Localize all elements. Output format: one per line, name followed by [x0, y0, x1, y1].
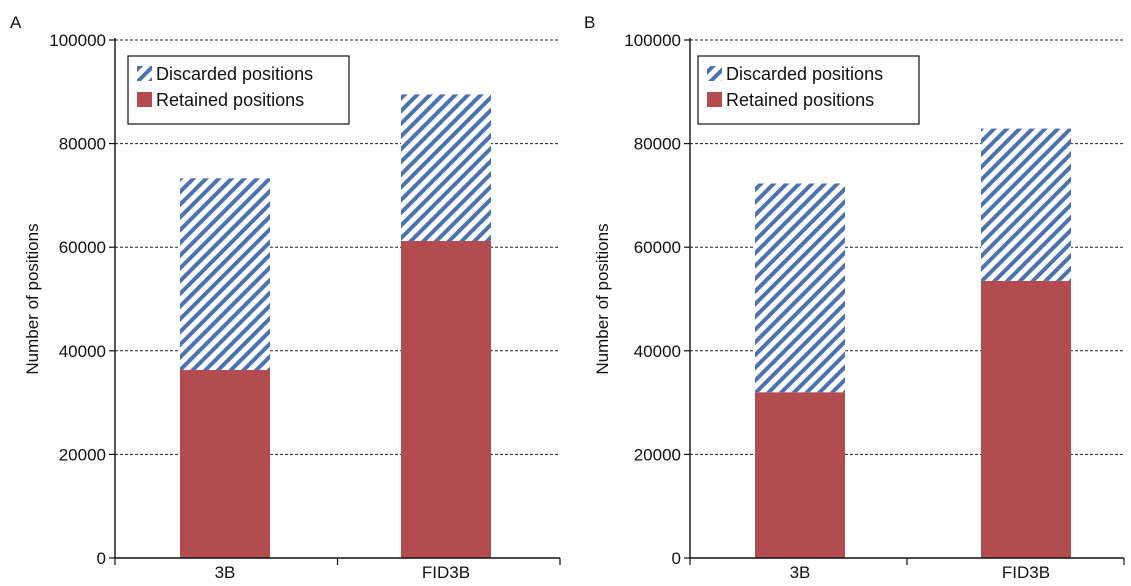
legend-swatch-retained [137, 92, 152, 107]
y-tick-label: 0 [97, 549, 106, 568]
y-tick-label: 80000 [634, 135, 681, 154]
y-tick-label: 60000 [634, 238, 681, 257]
bar-discarded-fid3b [401, 94, 491, 241]
x-tick-label: FID3B [422, 563, 470, 581]
legend-label: Retained positions [156, 90, 304, 110]
y-tick-label: 60000 [59, 238, 106, 257]
bar-retained-fid3b [401, 240, 491, 558]
legend-box [127, 55, 350, 125]
panel-a: A 0 20000 40000 60000 80000 100000 3B FID3B Numbe… [10, 13, 561, 582]
y-tick-label: 40000 [59, 342, 106, 361]
legend-box [697, 55, 920, 125]
bar-retained-fid3b [981, 280, 1071, 558]
y-tick-label: 0 [672, 549, 681, 568]
bar-retained-3b [755, 392, 845, 558]
legend-swatch-retained [707, 92, 722, 107]
x-tick-label: 3B [790, 563, 811, 581]
y-tick-label: 80000 [59, 135, 106, 154]
y-tick-label: 20000 [634, 445, 681, 464]
legend-swatch-discarded [707, 66, 722, 81]
bar-retained-3b [180, 369, 270, 558]
x-tick-label: 3B [215, 563, 236, 581]
panel-label: A [10, 13, 22, 32]
legend-label: Discarded positions [726, 64, 883, 84]
y-tick-label: 40000 [634, 342, 681, 361]
y-tick-label: 100000 [624, 31, 681, 50]
bar-discarded-fid3b [981, 128, 1071, 281]
legend-label: Discarded positions [156, 64, 313, 84]
y-tick-label: 100000 [49, 31, 106, 50]
panel-label: B [584, 13, 595, 32]
legend-label: Retained positions [726, 90, 874, 110]
y-tick-label: 20000 [59, 445, 106, 464]
x-tick-label: FID3B [1002, 563, 1050, 581]
bar-discarded-3b [755, 183, 845, 393]
y-axis-label: Number of positions [593, 223, 612, 374]
panel-b: B 0 20000 40000 60000 80000 100000 3B FID3B Numbe… [584, 13, 1125, 582]
bar-discarded-3b [180, 178, 270, 370]
legend-swatch-discarded [137, 66, 152, 81]
y-axis-label: Number of positions [23, 223, 42, 374]
